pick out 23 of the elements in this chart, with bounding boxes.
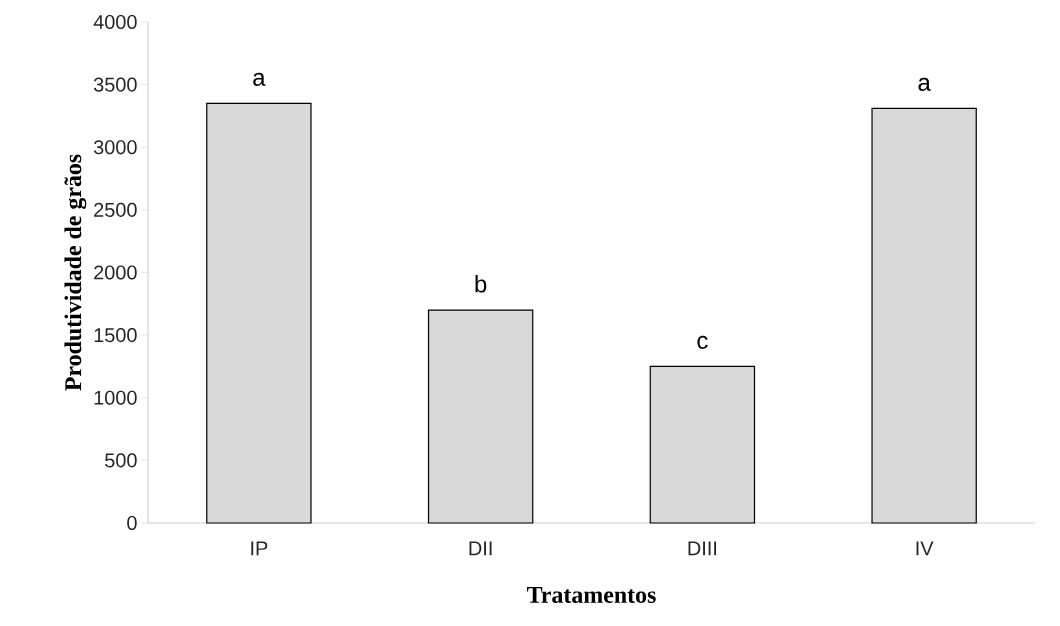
annotation: c: [697, 335, 708, 349]
bar: [871, 107, 977, 524]
bar: [206, 102, 312, 524]
y-tick-label: 3000: [93, 140, 137, 155]
y-tick-label: 4000: [93, 14, 137, 30]
y-tick-label: 500: [105, 453, 137, 468]
annotation: b: [475, 274, 487, 293]
x-tick-label: DII: [469, 541, 492, 556]
y-tick-label: 1500: [94, 328, 137, 343]
bar: [427, 309, 534, 524]
y-tick-label: 2000: [94, 265, 137, 280]
y-tick-label: 0: [127, 515, 137, 531]
y-axis-title: Produtividade de grãos: [64, 154, 87, 391]
x-tick-label: DIII: [688, 541, 717, 556]
x-tick-label: IP: [251, 541, 268, 556]
bar: [649, 365, 756, 524]
x-axis-title: Tratamentos: [527, 587, 656, 603]
annotation: a: [253, 72, 266, 86]
x-tick-label: IV: [916, 541, 934, 556]
annotation: a: [918, 77, 931, 91]
y-tick-label: 3500: [93, 77, 137, 92]
y-tick-label: 1000: [94, 390, 137, 405]
y-tick-label: 2500: [94, 202, 137, 217]
